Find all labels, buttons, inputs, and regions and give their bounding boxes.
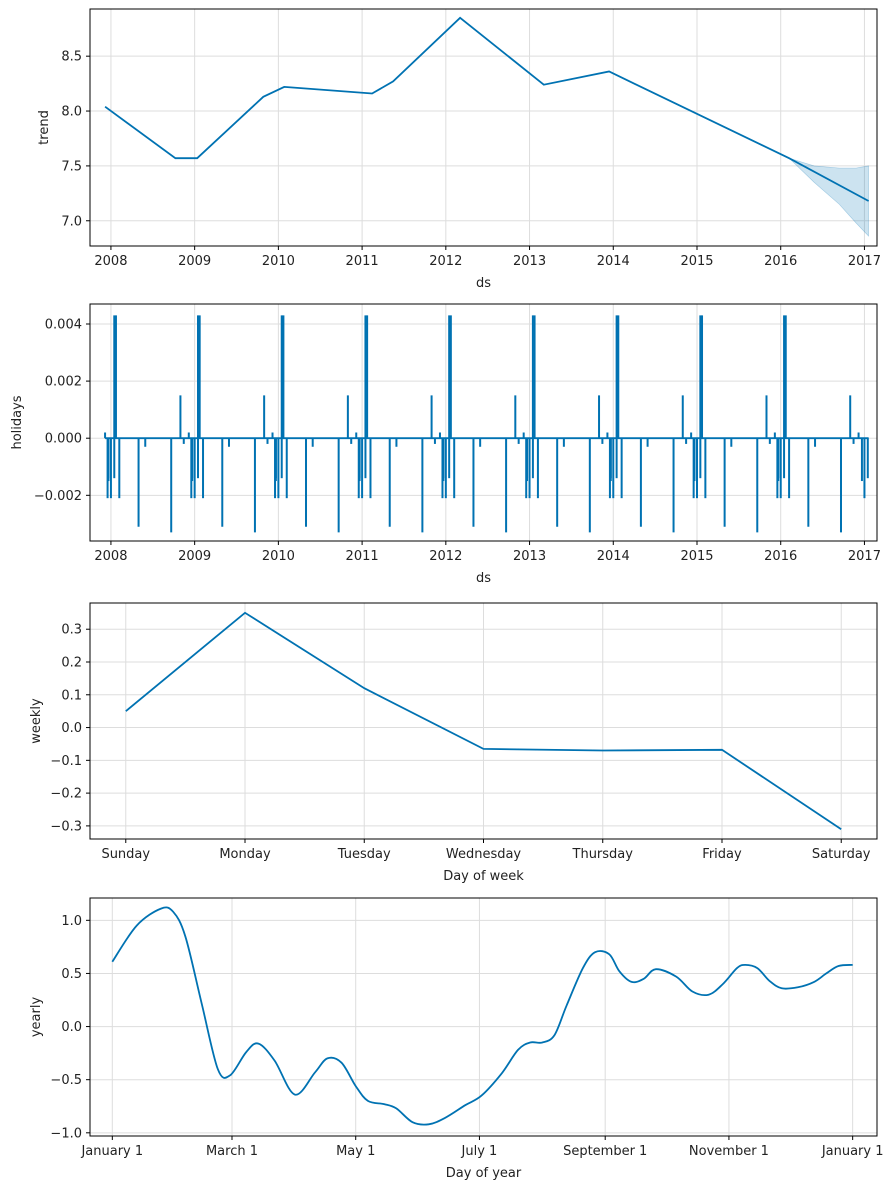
yearly-y-tick-label: −1.0 xyxy=(50,1126,82,1141)
trend-x-tick-label: 2009 xyxy=(178,254,211,269)
yearly-y-tick-label: −0.5 xyxy=(50,1073,82,1088)
trend-x-tick-label: 2015 xyxy=(680,254,713,269)
weekly-x-tick-label: Thursday xyxy=(572,847,634,862)
holidays-x-tick-label: 2010 xyxy=(262,549,295,564)
yearly-y-tick-label: 1.0 xyxy=(61,914,82,929)
yearly-x-tick-label: July 1 xyxy=(461,1144,498,1159)
yearly-seasonality-line xyxy=(111,906,853,1126)
weekly-x-axis-label: Day of week xyxy=(443,869,524,884)
holidays-x-axis-label: ds xyxy=(476,571,491,586)
holidays-x-tick-label: 2015 xyxy=(680,549,713,564)
trend-y-tick-label: 7.5 xyxy=(61,159,82,174)
yearly-panel: January 1 March 1 May 1 July 1 September 1 No… xyxy=(29,897,884,1181)
yearly-y-tick-label: 0.0 xyxy=(61,1020,82,1035)
trend-series-line xyxy=(104,16,870,202)
weekly-x-tick-label: Monday xyxy=(219,847,271,862)
trend-x-tick-label: 2008 xyxy=(94,254,127,269)
weekly-x-tick-label: Sunday xyxy=(101,847,150,862)
weekly-x-tick-label: Saturday xyxy=(812,847,871,862)
weekly-series-line xyxy=(125,611,842,830)
trend-y-tick-label: 7.0 xyxy=(61,214,82,229)
holidays-y-axis-label: holidays xyxy=(10,395,25,449)
trend-x-tick-label: 2017 xyxy=(848,254,881,269)
trend-x-tick-label: 2013 xyxy=(513,254,546,269)
weekly-y-tick-label: 0.1 xyxy=(61,688,82,703)
trend-uncertainty-band xyxy=(788,157,869,237)
trend-y-tick-label: 8.5 xyxy=(61,50,82,65)
holidays-y-tick-label: 0.000 xyxy=(45,432,82,447)
yearly-x-tick-label: January 1 xyxy=(821,1144,884,1159)
trend-x-tick-label: 2011 xyxy=(346,254,379,269)
yearly-x-tick-label: March 1 xyxy=(206,1144,258,1159)
trend-x-tick-label: 2012 xyxy=(429,254,462,269)
weekly-y-tick-label: 0.0 xyxy=(61,721,82,736)
holidays-panel: 2008 2009 2010 2011 2012 2013 2014 2015 2016 2017… xyxy=(10,303,881,586)
weekly-y-tick-label: −0.2 xyxy=(50,787,82,802)
trend-plot-frame xyxy=(89,8,878,247)
holidays-x-tick-label: 2016 xyxy=(764,549,797,564)
trend-x-axis-label: ds xyxy=(476,276,491,291)
weekly-y-tick-label: −0.3 xyxy=(50,819,82,834)
holidays-x-tick-label: 2011 xyxy=(346,549,379,564)
yearly-plot-frame xyxy=(89,897,878,1137)
weekly-y-axis-label: weekly xyxy=(29,698,44,744)
weekly-y-tick-label: −0.1 xyxy=(50,754,82,769)
trend-x-tick-label: 2010 xyxy=(262,254,295,269)
weekly-x-tick-label: Tuesday xyxy=(337,847,391,862)
trend-panel: 2008 2009 2010 2011 2012 2013 2014 2015 2016 2017… xyxy=(37,8,881,291)
weekly-x-tick-label: Friday xyxy=(702,847,742,862)
trend-y-tick-label: 8.0 xyxy=(61,105,82,120)
holidays-x-tick-label: 2008 xyxy=(94,549,127,564)
weekly-panel: Sunday Monday Tuesday Wednesday Thursday Frid… xyxy=(29,602,878,884)
yearly-x-tick-label: January 1 xyxy=(80,1144,143,1159)
holidays-x-tick-label: 2012 xyxy=(429,549,462,564)
holidays-y-tick-label: −0.002 xyxy=(34,489,82,504)
yearly-y-axis-label: yearly xyxy=(29,997,44,1038)
yearly-x-tick-label: November 1 xyxy=(689,1144,769,1159)
trend-x-tick-label: 2014 xyxy=(597,254,630,269)
holidays-y-tick-label: 0.004 xyxy=(45,317,82,332)
trend-y-axis-label: trend xyxy=(37,110,52,145)
holidays-x-tick-label: 2009 xyxy=(178,549,211,564)
weekly-y-tick-label: 0.3 xyxy=(61,623,82,638)
yearly-x-tick-label: September 1 xyxy=(563,1144,647,1159)
holidays-plot-frame xyxy=(89,303,878,542)
yearly-x-tick-label: May 1 xyxy=(336,1144,375,1159)
weekly-y-tick-label: 0.2 xyxy=(61,656,82,671)
holidays-y-tick-label: 0.002 xyxy=(45,375,82,390)
weekly-x-tick-label: Wednesday xyxy=(446,847,522,862)
trend-x-tick-label: 2016 xyxy=(764,254,797,269)
holidays-x-tick-label: 2013 xyxy=(513,549,546,564)
yearly-y-tick-label: 0.5 xyxy=(61,967,82,982)
holidays-x-tick-label: 2014 xyxy=(597,549,630,564)
yearly-x-axis-label: Day of year xyxy=(446,1166,522,1181)
holidays-x-tick-label: 2017 xyxy=(848,549,881,564)
